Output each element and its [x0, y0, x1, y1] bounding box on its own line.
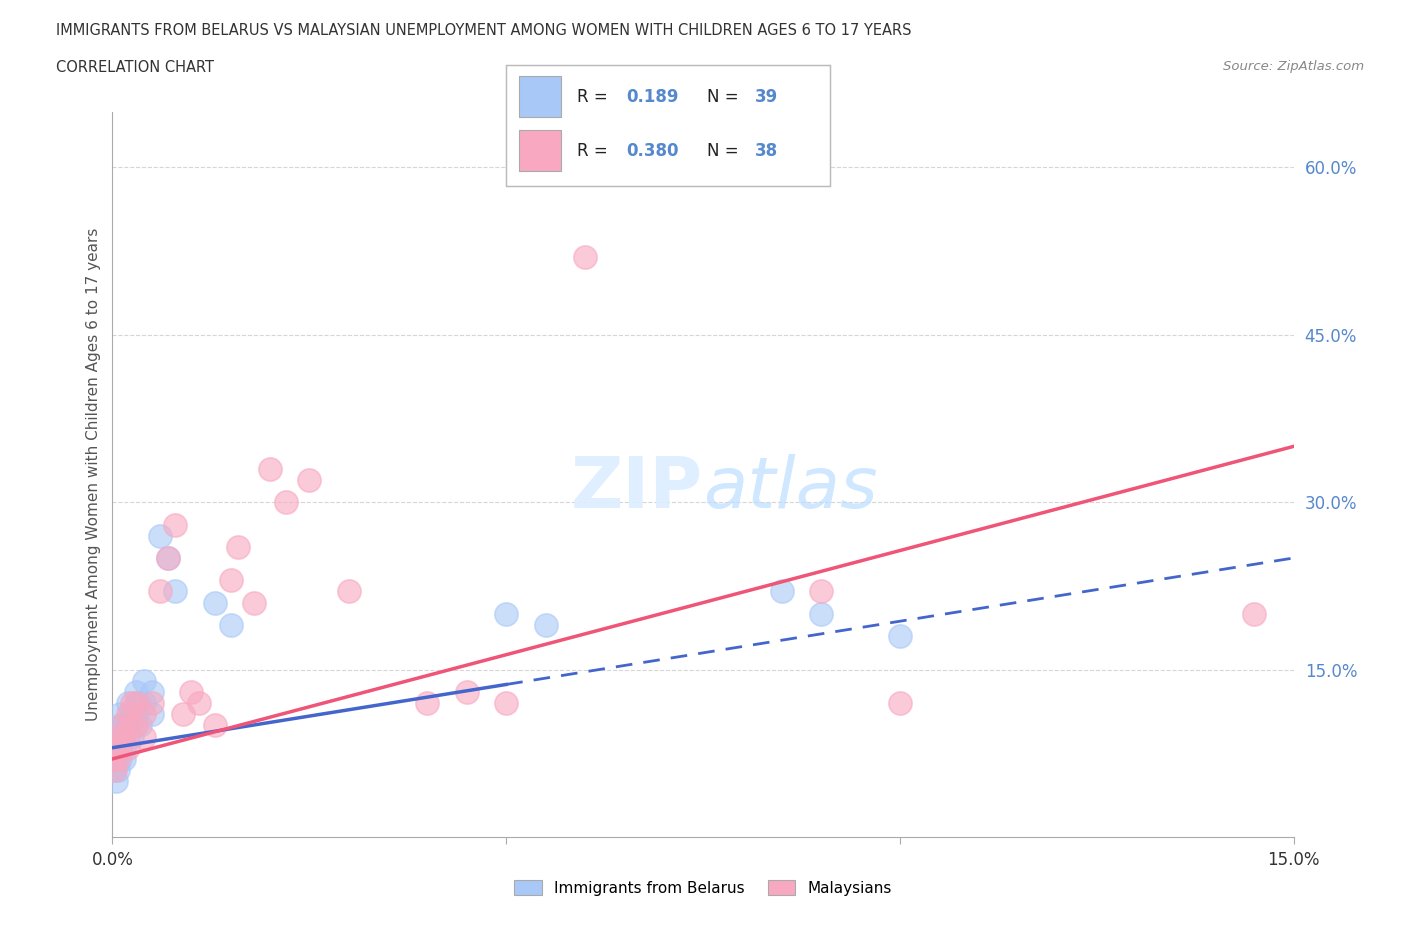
- Point: [574, 249, 596, 264]
- Point: [141, 696, 163, 711]
- Point: [110, 707, 132, 722]
- Text: Source: ZipAtlas.com: Source: ZipAtlas.com: [1223, 60, 1364, 73]
- Point: [121, 696, 143, 711]
- Point: [125, 707, 148, 722]
- Point: [108, 729, 131, 744]
- Text: ZIP: ZIP: [571, 455, 703, 524]
- Point: [112, 740, 135, 755]
- Point: [188, 696, 211, 711]
- Point: [219, 573, 242, 588]
- Point: [103, 751, 125, 766]
- Point: [107, 751, 129, 766]
- Point: [111, 729, 134, 744]
- Point: [259, 461, 281, 476]
- Point: [337, 584, 360, 599]
- Point: [104, 774, 127, 789]
- Legend: Immigrants from Belarus, Malaysians: Immigrants from Belarus, Malaysians: [508, 873, 898, 902]
- Point: [534, 618, 557, 632]
- Point: [117, 696, 139, 711]
- Point: [1243, 606, 1265, 621]
- Point: [117, 718, 139, 733]
- Point: [495, 696, 517, 711]
- Point: [117, 729, 139, 744]
- Point: [141, 707, 163, 722]
- Point: [219, 618, 242, 632]
- Point: [117, 707, 139, 722]
- Point: [110, 718, 132, 733]
- Point: [105, 751, 128, 766]
- Point: [125, 696, 148, 711]
- Text: 38: 38: [755, 142, 779, 160]
- Point: [118, 718, 141, 733]
- Point: [165, 584, 187, 599]
- Point: [112, 729, 135, 744]
- Point: [149, 584, 172, 599]
- Text: R =: R =: [578, 142, 613, 160]
- Point: [111, 718, 134, 733]
- Point: [149, 528, 172, 543]
- FancyBboxPatch shape: [519, 76, 561, 117]
- Point: [110, 740, 132, 755]
- Point: [298, 472, 321, 487]
- Point: [104, 751, 127, 766]
- Point: [495, 606, 517, 621]
- Point: [156, 551, 179, 565]
- Text: 0.380: 0.380: [626, 142, 678, 160]
- Point: [103, 763, 125, 777]
- Point: [889, 696, 911, 711]
- Text: R =: R =: [578, 87, 613, 105]
- Point: [107, 763, 129, 777]
- Point: [132, 673, 155, 688]
- Text: N =: N =: [707, 87, 744, 105]
- Point: [121, 729, 143, 744]
- Point: [105, 740, 128, 755]
- Point: [243, 595, 266, 610]
- Point: [125, 718, 148, 733]
- Point: [416, 696, 439, 711]
- Point: [172, 707, 194, 722]
- Point: [117, 740, 139, 755]
- Point: [274, 495, 297, 510]
- Point: [118, 707, 141, 722]
- Point: [127, 696, 149, 711]
- Point: [165, 517, 187, 532]
- Point: [111, 718, 134, 733]
- Point: [107, 729, 129, 744]
- Point: [204, 718, 226, 733]
- Point: [156, 551, 179, 565]
- Point: [104, 763, 127, 777]
- Point: [132, 696, 155, 711]
- Y-axis label: Unemployment Among Women with Children Ages 6 to 17 years: Unemployment Among Women with Children A…: [86, 228, 101, 721]
- Point: [125, 684, 148, 699]
- Point: [125, 718, 148, 733]
- Point: [228, 539, 250, 554]
- Point: [456, 684, 478, 699]
- Point: [770, 584, 793, 599]
- Text: 0.189: 0.189: [626, 87, 678, 105]
- Point: [110, 740, 132, 755]
- Point: [141, 684, 163, 699]
- Text: 39: 39: [755, 87, 779, 105]
- Text: N =: N =: [707, 142, 744, 160]
- Text: CORRELATION CHART: CORRELATION CHART: [56, 60, 214, 75]
- Point: [180, 684, 202, 699]
- FancyBboxPatch shape: [519, 130, 561, 171]
- Point: [108, 751, 131, 766]
- Point: [204, 595, 226, 610]
- Point: [132, 729, 155, 744]
- Point: [129, 718, 152, 733]
- Text: atlas: atlas: [703, 455, 877, 524]
- Text: IMMIGRANTS FROM BELARUS VS MALAYSIAN UNEMPLOYMENT AMONG WOMEN WITH CHILDREN AGES: IMMIGRANTS FROM BELARUS VS MALAYSIAN UNE…: [56, 23, 911, 38]
- Point: [105, 740, 128, 755]
- Point: [889, 629, 911, 644]
- Point: [112, 751, 135, 766]
- Point: [810, 584, 832, 599]
- Point: [810, 606, 832, 621]
- Point: [132, 707, 155, 722]
